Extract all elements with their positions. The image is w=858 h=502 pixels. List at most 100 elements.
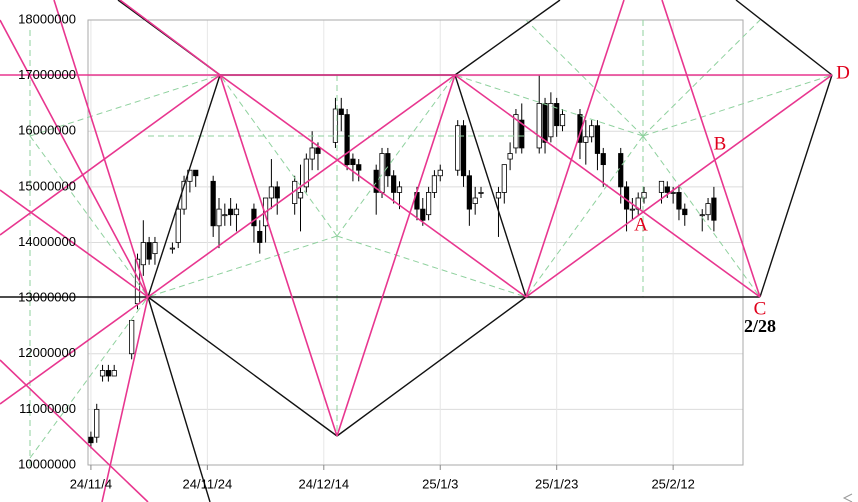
y-tick-label: 16000000: [18, 123, 76, 138]
guide: [29, 135, 149, 298]
diagonal: [525, 74, 833, 298]
edge: [454, 0, 561, 76]
y-tick-label: 11000000: [19, 401, 76, 416]
guide: [336, 235, 527, 298]
candle-body: [670, 192, 676, 194]
candle-body: [210, 180, 216, 227]
candle-body: [140, 242, 146, 266]
y-tick-label: 13000000: [18, 290, 76, 305]
edge: [147, 296, 338, 437]
candle-body: [460, 125, 467, 177]
candle-body: [594, 125, 601, 154]
diagonal: [0, 74, 221, 236]
candle-body: [379, 153, 385, 193]
annotations: A B C D 2/28: [634, 62, 850, 336]
diagonal: [336, 74, 456, 437]
candle-body: [146, 242, 152, 260]
overlay: [0, 0, 833, 502]
candle-body: [705, 203, 711, 216]
candle-body: [507, 153, 513, 160]
candle-body: [437, 169, 443, 177]
candle-body: [658, 180, 665, 193]
candle-body: [385, 153, 391, 177]
guide: [642, 135, 761, 298]
candle-body: [536, 103, 542, 149]
candle-body: [105, 370, 111, 377]
diagonal: [661, 0, 761, 298]
candle-body: [600, 153, 606, 166]
candle-body: [88, 436, 94, 444]
candle-body: [332, 108, 339, 143]
candle-body: [472, 197, 478, 204]
candle-body: [181, 180, 187, 210]
candle-body: [478, 192, 484, 194]
candle-body: [373, 169, 379, 193]
candle-body: [396, 186, 403, 193]
candle-body: [554, 103, 560, 127]
candle-body: [431, 175, 438, 193]
candle-body: [356, 164, 362, 171]
guide: [525, 135, 644, 298]
guide: [219, 74, 338, 237]
candle-body: [315, 147, 321, 154]
edge: [454, 74, 527, 298]
candle-body: [338, 108, 344, 115]
candle-body: [641, 192, 647, 199]
candle-body: [274, 186, 280, 199]
point-label: B: [714, 133, 727, 154]
candle-body: [222, 214, 228, 217]
diagonal: [454, 74, 761, 298]
candle-body: [583, 136, 589, 143]
guide: [642, 74, 833, 137]
edge: [147, 296, 211, 502]
candle-body: [589, 125, 595, 138]
candle-body: [251, 208, 257, 227]
y-tick-label: 15000000: [18, 178, 76, 193]
candle-body: [216, 208, 222, 227]
edge: [759, 74, 833, 298]
y-tick-label: 12000000: [18, 345, 76, 360]
guide: [147, 235, 338, 298]
point-label: A: [634, 214, 648, 235]
diagonal: [219, 74, 527, 298]
candle-body: [420, 208, 426, 221]
y-tick-label: 14000000: [18, 234, 76, 249]
diagonal: [525, 0, 625, 298]
candle-body: [228, 208, 234, 216]
candle-body: [175, 208, 181, 243]
y-tick-label: 18000000: [18, 11, 76, 26]
point-label: C: [754, 298, 767, 319]
diagonal: [119, 0, 221, 76]
candle-body: [664, 186, 670, 193]
candle-body: [629, 208, 635, 211]
candle-body: [513, 114, 519, 149]
date-label: 2/28: [744, 316, 776, 336]
candle-body: [676, 192, 682, 210]
candle-body: [303, 158, 309, 188]
x-tick-label: 24/11/4: [70, 476, 112, 491]
guide: [29, 74, 221, 137]
candle-body: [391, 175, 397, 193]
diagonal: [0, 359, 149, 502]
candle-body: [711, 197, 717, 221]
diagonal: [101, 296, 149, 502]
diagonal: [147, 74, 456, 298]
x-tick-label: 24/12/14: [298, 476, 349, 491]
plot-frame: [87, 19, 744, 466]
guide: [642, 19, 761, 137]
green-guides: [29, 19, 833, 470]
diagonal: [0, 19, 149, 298]
pink-lines: [0, 0, 833, 502]
candle-body: [344, 114, 350, 166]
candle-body: [699, 214, 705, 217]
guide: [336, 74, 456, 237]
point-label: D: [836, 62, 850, 83]
candle-body: [257, 230, 263, 243]
axes: 10000000 11000000 12000000 13000000 14000000…: [18, 11, 695, 491]
candle-body: [268, 186, 275, 199]
candle-body: [350, 158, 356, 166]
candle-body: [542, 103, 548, 143]
x-tick-label: 24/11/24: [183, 476, 233, 491]
edge: [735, 0, 833, 76]
